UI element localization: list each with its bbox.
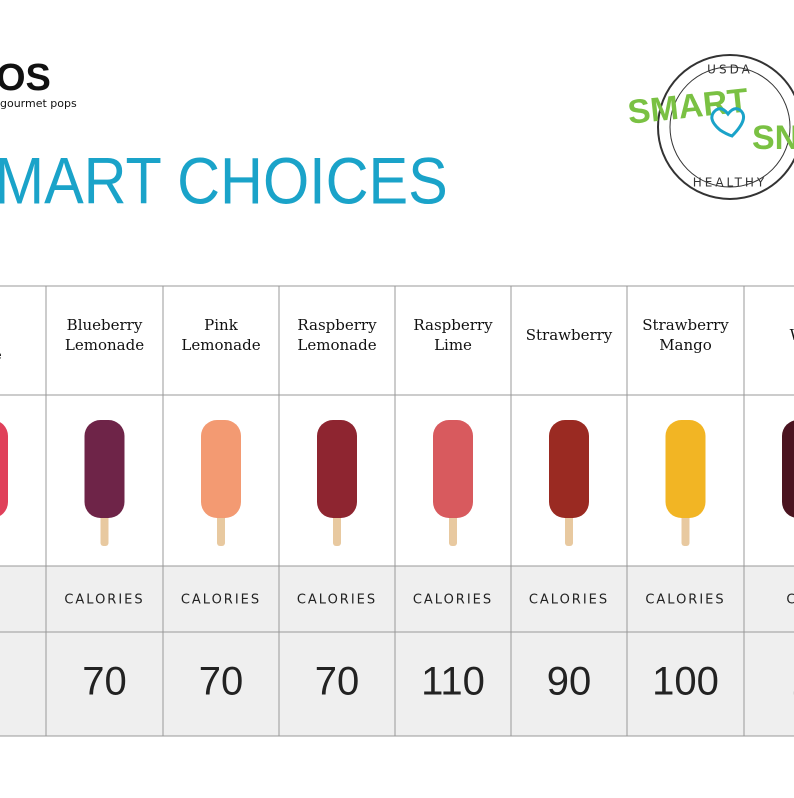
calories-label: CALORIES [645,593,725,608]
calories-value: 70 [315,660,360,704]
badge-top: USDA [707,63,753,77]
flavor-name: Lime [434,336,472,354]
calories-value: 70 [199,660,244,704]
popsicle [84,420,125,518]
badge-ring [657,54,794,200]
popsicle [0,422,8,516]
calories-label: CALORIES [297,593,377,608]
calories-label: CALORIES [413,593,493,608]
flavor-name: ade [0,346,2,364]
calories-label: CALORIES [529,593,609,608]
flavor-name: Raspberry [413,316,493,334]
popsicle [317,420,357,518]
flavor-name: Lemonade [297,336,376,354]
flavor-name: Blueberry [67,316,143,334]
calories-value: 70 [82,660,127,704]
flavor-name: Wil [790,326,794,344]
popsicle [433,420,473,518]
popsicle [549,420,589,518]
badge-left: SMART [626,81,750,131]
calories-band [0,566,794,736]
flavor-name: Lemonade [65,336,144,354]
calories-label: CALORIES [64,593,144,608]
calories-value: 90 [547,660,592,704]
logo-tagline: gourmet pops [0,97,77,110]
flavor-name: Pink [204,316,239,334]
calories-label: CALORIES [181,593,261,608]
badge-bottom: HEALTHY [693,176,768,190]
calories-value: 110 [421,660,485,704]
calories-label: CAL [786,593,794,608]
calories-value: 100 [652,660,719,704]
flavor-name: Raspberry [297,316,377,334]
popsicle [665,420,706,518]
title: MART CHOICES [0,145,448,219]
badge-heart [710,107,746,138]
flavor-name: Lemonade [181,336,260,354]
calories-label: IES [0,593,1,608]
badge-right: SNA [752,119,794,157]
logo: OS [0,57,51,99]
usda-badge: USDA SMART SNA HEALTHY [626,54,794,200]
badge-ring [669,66,791,188]
popsicle [782,420,794,518]
flavor-name: Mango [659,336,712,354]
flavor-name: Strawberry [526,326,613,344]
table-grid [0,285,794,737]
flavor-name: Strawberry [642,316,729,334]
calories-value: 1 [791,660,794,704]
popsicle [201,420,241,518]
